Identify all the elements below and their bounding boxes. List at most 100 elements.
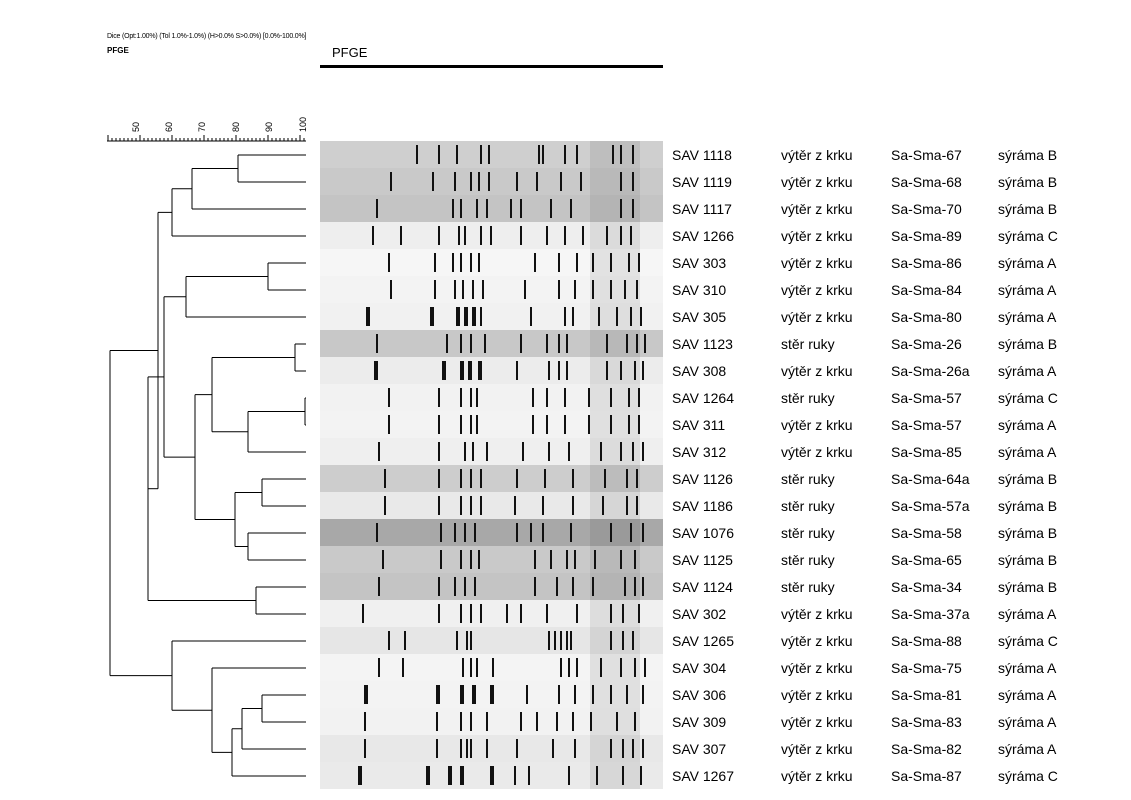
gel-lane [320, 492, 663, 519]
gel-band [548, 361, 550, 380]
pfge-pattern: Sa-Sma-82 [891, 741, 962, 757]
gel-band [546, 415, 548, 434]
gel-lane-shading [590, 681, 640, 708]
gel-band [432, 172, 434, 191]
analysis-settings-text: Dice (Opt:1.00%) (Tol 1.0%-1.0%) (H>0.0%… [107, 33, 307, 40]
gel-band [472, 307, 476, 326]
isolate-id: SAV 303 [672, 255, 727, 271]
gel-band [470, 253, 472, 272]
gel-band [644, 334, 646, 353]
gel-band [364, 685, 368, 704]
isolate-row: SAV 312 výtěr z krku Sa-Sma-85 sýráma A [0, 439, 1131, 466]
gel-band [636, 334, 638, 353]
gel-lane [320, 546, 663, 573]
gel-band [470, 712, 472, 731]
gel-lane-shading [590, 357, 640, 384]
farm-label: sýráma A [998, 714, 1057, 730]
gel-band [470, 658, 472, 677]
gel-band [514, 766, 516, 785]
gel-band [378, 658, 380, 677]
gel-band [634, 550, 636, 569]
gel-band [620, 658, 622, 677]
farm-label: sýráma A [998, 687, 1057, 703]
gel-band [564, 145, 566, 164]
gel-band [492, 658, 494, 677]
gel-band [438, 145, 440, 164]
gel-band [610, 388, 612, 407]
gel-band [478, 253, 480, 272]
gel-band [462, 658, 464, 677]
gel-band [558, 253, 560, 272]
isolate-source: výtěr z krku [781, 309, 853, 325]
gel-band [438, 388, 440, 407]
isolate-source: výtěr z krku [781, 714, 853, 730]
gel-band [572, 496, 574, 515]
gel-lane-shading [590, 330, 640, 357]
pfge-pattern: Sa-Sma-58 [891, 525, 962, 541]
isolate-id: SAV 1266 [672, 228, 735, 244]
isolate-row: SAV 1265 výtěr z krku Sa-Sma-88 sýráma C [0, 628, 1131, 655]
gel-band [628, 253, 630, 272]
gel-band [626, 469, 628, 488]
pfge-pattern: Sa-Sma-37a [891, 606, 970, 622]
gel-band [576, 145, 578, 164]
gel-band [520, 199, 522, 218]
gel-band [572, 577, 574, 596]
gel-band [610, 280, 612, 299]
isolate-source: výtěr z krku [781, 174, 853, 190]
gel-band [522, 442, 524, 461]
gel-band [542, 496, 544, 515]
gel-lane [320, 600, 663, 627]
gel-band [626, 685, 628, 704]
gel-band [384, 469, 386, 488]
isolate-row: SAV 1119 výtěr z krku Sa-Sma-68 sýráma B [0, 169, 1131, 196]
gel-band [566, 361, 568, 380]
pfge-pattern: Sa-Sma-83 [891, 714, 962, 730]
gel-band [570, 631, 572, 650]
gel-band [620, 172, 622, 191]
isolate-source: stěr ruky [781, 471, 835, 487]
gel-band [556, 712, 558, 731]
gel-band [606, 226, 608, 245]
gel-band [378, 442, 380, 461]
gel-band [534, 253, 536, 272]
gel-lane [320, 411, 663, 438]
pfge-pattern: Sa-Sma-75 [891, 660, 962, 676]
gel-lane-shading [590, 654, 640, 681]
gel-lane [320, 141, 663, 168]
gel-band [568, 658, 570, 677]
gel-band [588, 415, 590, 434]
gel-band [624, 280, 626, 299]
gel-band [628, 388, 630, 407]
isolate-row: SAV 1117 výtěr z krku Sa-Sma-70 sýráma B [0, 196, 1131, 223]
isolate-row: SAV 1186 stěr ruky Sa-Sma-57a sýráma B [0, 493, 1131, 520]
gel-band [486, 442, 488, 461]
gel-band [404, 631, 406, 650]
gel-band [596, 766, 598, 785]
farm-label: sýráma B [998, 147, 1058, 163]
gel-band [464, 226, 466, 245]
gel-band [434, 253, 436, 272]
gel-band [480, 469, 482, 488]
farm-label: sýráma B [998, 579, 1058, 595]
isolate-row: SAV 309 výtěr z krku Sa-Sma-83 sýráma A [0, 709, 1131, 736]
isolate-id: SAV 1125 [672, 552, 733, 568]
gel-band [636, 496, 638, 515]
gel-band [488, 145, 490, 164]
gel-band [532, 388, 534, 407]
gel-band [454, 577, 456, 596]
gel-band [580, 172, 582, 191]
scale-label: 90 [264, 122, 274, 132]
pfge-pattern: Sa-Sma-81 [891, 687, 962, 703]
gel-band [374, 361, 378, 380]
gel-band [460, 550, 462, 569]
scale-label: 50 [131, 122, 141, 132]
gel-lane-shading [590, 276, 640, 303]
isolate-source: výtěr z krku [781, 687, 853, 703]
farm-label: sýráma B [998, 174, 1058, 190]
gel-band [612, 145, 614, 164]
gel-band [542, 145, 544, 164]
gel-band [460, 199, 462, 218]
isolate-row: SAV 306 výtěr z krku Sa-Sma-81 sýráma A [0, 682, 1131, 709]
gel-band [534, 550, 536, 569]
